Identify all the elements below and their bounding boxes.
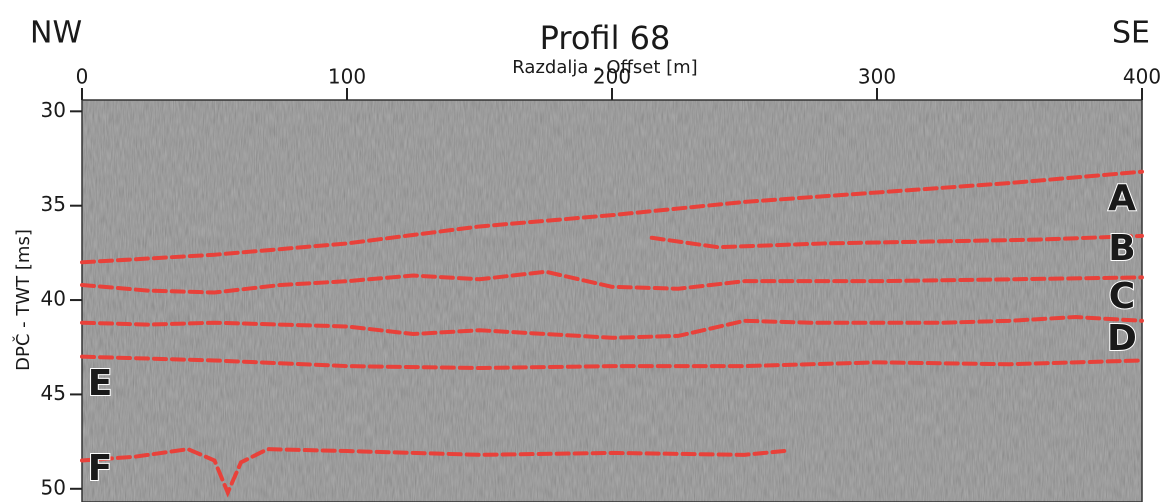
unit-label: E	[88, 363, 113, 404]
x-tick-label: 300	[858, 65, 896, 89]
chart-title: Profil 68	[540, 19, 671, 57]
horizon	[80, 354, 1144, 371]
unit-label: B	[1108, 228, 1135, 269]
horizon	[80, 315, 1144, 340]
unit-label: F	[88, 448, 113, 489]
x-tick-label: 100	[328, 65, 366, 89]
horizon	[649, 233, 1144, 250]
unit-label: C	[1109, 276, 1135, 317]
unit-label: D	[1107, 318, 1137, 359]
radargram	[82, 100, 1142, 502]
horizon	[80, 447, 787, 498]
y-tick-label: 45	[41, 381, 66, 405]
y-tick-label: 50	[41, 475, 66, 499]
y-axis-label: DPČ - TWT [ms]	[12, 229, 34, 371]
right-label: SE	[1112, 16, 1150, 51]
unit-label: A	[1108, 178, 1136, 219]
horizon	[80, 269, 1144, 295]
x-axis-label: Razdalja - Offset [m]	[512, 57, 697, 78]
x-tick-label: 400	[1123, 65, 1161, 89]
x-tick-label: 0	[76, 65, 89, 89]
left-label: NW	[30, 16, 82, 51]
y-tick-label: 40	[41, 287, 66, 311]
y-tick-label: 30	[41, 98, 66, 122]
x-tick-label: 200	[593, 65, 631, 89]
y-tick-label: 35	[41, 192, 66, 216]
horizon	[80, 169, 1144, 265]
